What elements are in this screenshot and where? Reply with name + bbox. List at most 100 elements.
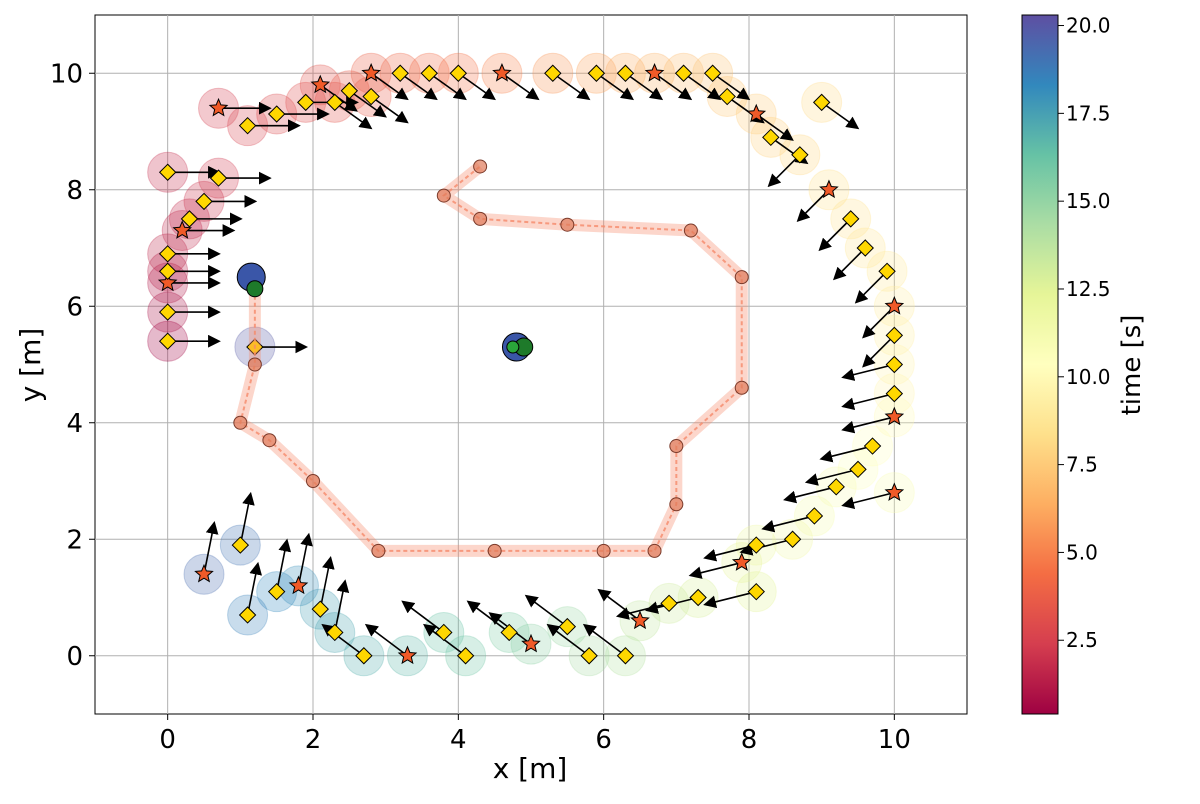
x-tick-label: 0	[159, 725, 176, 755]
diamond-marker	[180, 210, 199, 228]
diamond-marker	[885, 355, 904, 374]
velocity-arrow	[334, 101, 373, 130]
diamond-marker	[783, 530, 802, 548]
robot-path-point	[560, 217, 575, 232]
diamond-marker	[435, 623, 453, 642]
velocity-arrow	[466, 600, 510, 634]
velocity-arrow	[821, 101, 860, 130]
track-layer	[147, 52, 915, 677]
diamond-marker	[500, 623, 518, 642]
velocity-arrow	[399, 72, 438, 101]
velocity-arrow	[319, 556, 335, 610]
velocity-arrow	[401, 600, 445, 634]
diamond-marker	[449, 64, 468, 82]
robot-path-point	[647, 543, 662, 558]
star-marker	[746, 103, 767, 123]
diamond-marker	[558, 617, 577, 636]
robot-path-point	[436, 188, 451, 203]
axes: 0 2 4 6 8 10 0 2 4 6 8 10	[50, 59, 911, 755]
diamond-marker	[689, 588, 707, 607]
diamond-marker	[238, 116, 257, 135]
velocity-arrow	[597, 588, 641, 622]
colorbar-tick-label: 10.0	[1066, 365, 1111, 389]
y-axis-label: y [m]	[14, 328, 47, 403]
diamond-marker	[456, 647, 475, 665]
y-tick-label: 0	[66, 642, 83, 672]
velocity-arrow	[804, 468, 859, 486]
center-markers	[236, 262, 534, 362]
velocity-arrow	[683, 72, 722, 101]
velocity-arrow	[275, 538, 292, 592]
diamond-marker	[355, 647, 373, 665]
colorbar-tick-label: 2.5	[1066, 628, 1098, 652]
velocity-arrow	[370, 72, 409, 101]
diamond-marker	[195, 192, 213, 211]
diamond-marker	[703, 64, 722, 82]
velocity-arrow	[457, 72, 496, 101]
velocity-arrow	[524, 594, 568, 628]
star-marker	[884, 406, 905, 426]
diamond-marker	[311, 600, 329, 618]
velocity-arrow	[239, 491, 255, 546]
velocity-arrow	[615, 602, 670, 620]
diamond-marker	[762, 128, 780, 147]
star-marker	[157, 272, 178, 292]
diamond-marker	[674, 64, 693, 82]
y-tick-label: 10	[50, 59, 83, 89]
diamond-marker	[326, 93, 344, 112]
robot-path-point	[487, 543, 502, 558]
diamond-marker	[856, 239, 874, 257]
star-marker	[208, 97, 229, 117]
y-tick-label: 6	[66, 292, 83, 322]
star-marker	[819, 179, 839, 199]
robot-path-point	[371, 543, 386, 558]
velocity-arrow	[334, 579, 350, 633]
x-tick-label: 8	[741, 725, 758, 755]
colorbar-ticks: 2.5 5.0 7.5 10.0 12.5 15.0 17.5 20.0	[1058, 14, 1111, 652]
colorbar	[1021, 14, 1059, 715]
diamond-marker	[885, 384, 904, 403]
diamond-marker	[616, 647, 635, 665]
robot-path-point	[669, 439, 684, 454]
star-marker	[361, 62, 381, 82]
star-marker	[521, 633, 541, 653]
velocity-arrow	[783, 486, 837, 504]
robot-path-point	[734, 270, 749, 285]
y-tick-label: 2	[66, 525, 83, 555]
diamond-marker	[267, 582, 286, 601]
diamond-marker	[747, 582, 765, 601]
x-tick-label: 6	[595, 725, 612, 755]
colorbar-tick-label: 5.0	[1066, 540, 1098, 564]
star-marker	[194, 563, 214, 583]
diamond-marker	[158, 262, 177, 281]
robot-path-layer	[233, 159, 749, 558]
velocity-arrow	[833, 247, 866, 281]
diamond-marker	[297, 93, 315, 112]
diamond-marker	[718, 87, 736, 106]
velocity-arrow	[712, 72, 751, 101]
diamond-marker	[863, 437, 882, 455]
velocity-arrow	[582, 623, 626, 657]
colorbar-tick-label: 7.5	[1066, 453, 1098, 477]
velocity-arrow	[297, 532, 313, 587]
velocity-arrow	[428, 72, 467, 101]
diamond-marker	[587, 64, 606, 82]
velocity-arrow	[203, 521, 219, 575]
robot-path-point	[247, 357, 262, 372]
velocity-arrow	[818, 218, 852, 252]
diamond-marker	[340, 82, 359, 100]
robot-path-point	[596, 543, 611, 558]
diamond-marker	[878, 262, 896, 281]
colorbar-tick-label: 15.0	[1066, 189, 1111, 213]
velocity-arrow	[688, 561, 742, 579]
velocity-arrow	[370, 95, 409, 124]
velocity-arrow	[841, 363, 895, 381]
star-marker	[288, 575, 309, 595]
velocity-arrow	[246, 561, 262, 616]
star-marker	[397, 645, 418, 665]
diamond-marker	[362, 87, 380, 106]
velocity-arrow	[364, 623, 408, 657]
x-tick-label: 4	[450, 725, 467, 755]
diamond-marker	[849, 460, 867, 479]
